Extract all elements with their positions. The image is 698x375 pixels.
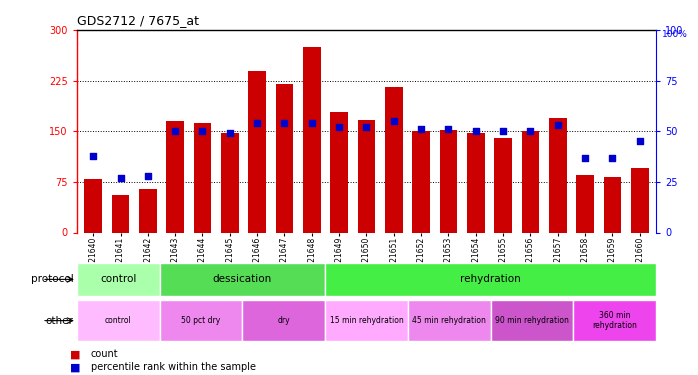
Text: ■: ■	[70, 363, 80, 372]
Point	[142, 173, 154, 179]
Bar	[84, 178, 102, 232]
Text: control: control	[100, 274, 136, 284]
Bar	[112, 195, 129, 232]
Text: dessication: dessication	[213, 274, 272, 284]
Text: dry: dry	[277, 316, 290, 325]
Text: count: count	[91, 350, 119, 359]
Point	[361, 124, 372, 130]
Point	[170, 128, 181, 134]
Bar	[631, 168, 648, 232]
Point	[115, 175, 126, 181]
Bar	[357, 120, 376, 232]
Bar	[160, 300, 242, 341]
Bar	[385, 87, 403, 232]
Text: rehydration: rehydration	[460, 274, 521, 284]
Text: 90 min rehydration: 90 min rehydration	[495, 316, 569, 325]
Point	[251, 120, 262, 126]
Text: control: control	[105, 316, 131, 325]
Text: ■: ■	[70, 350, 80, 359]
Bar	[325, 262, 656, 296]
Point	[552, 122, 563, 128]
Bar	[604, 177, 621, 232]
Bar	[303, 47, 320, 232]
Text: protocol: protocol	[31, 274, 73, 284]
Bar	[77, 262, 160, 296]
Point	[525, 128, 536, 134]
Text: GDS2712 / 7675_at: GDS2712 / 7675_at	[77, 15, 199, 27]
Point	[607, 154, 618, 160]
Bar	[193, 123, 211, 232]
Point	[498, 128, 509, 134]
Bar	[467, 133, 484, 232]
Bar	[330, 112, 348, 232]
Bar	[276, 84, 293, 232]
Bar	[408, 300, 491, 341]
Text: 50 pct dry: 50 pct dry	[181, 316, 221, 325]
Text: 45 min rehydration: 45 min rehydration	[413, 316, 486, 325]
Bar	[325, 300, 408, 341]
Bar	[494, 138, 512, 232]
Bar	[139, 189, 157, 232]
Point	[306, 120, 318, 126]
Point	[279, 120, 290, 126]
Point	[415, 126, 426, 132]
Point	[634, 138, 646, 144]
Bar	[549, 118, 567, 232]
Bar	[242, 300, 325, 341]
Bar	[77, 300, 160, 341]
Bar	[440, 130, 457, 232]
Bar	[491, 300, 573, 341]
Text: other: other	[45, 316, 73, 326]
Bar	[413, 131, 430, 232]
Text: 15 min rehydration: 15 min rehydration	[329, 316, 403, 325]
Bar	[248, 70, 266, 232]
Point	[334, 124, 345, 130]
Text: 100%: 100%	[662, 30, 688, 39]
Bar	[573, 300, 656, 341]
Text: percentile rank within the sample: percentile rank within the sample	[91, 363, 255, 372]
Bar	[166, 121, 184, 232]
Bar	[221, 133, 239, 232]
Text: 360 min
rehydration: 360 min rehydration	[593, 311, 637, 330]
Bar	[521, 130, 540, 232]
Point	[579, 154, 591, 160]
Point	[470, 128, 482, 134]
Bar	[160, 262, 325, 296]
Point	[388, 118, 399, 124]
Point	[197, 128, 208, 134]
Point	[443, 126, 454, 132]
Point	[87, 153, 98, 159]
Bar	[576, 175, 594, 232]
Point	[224, 130, 235, 136]
